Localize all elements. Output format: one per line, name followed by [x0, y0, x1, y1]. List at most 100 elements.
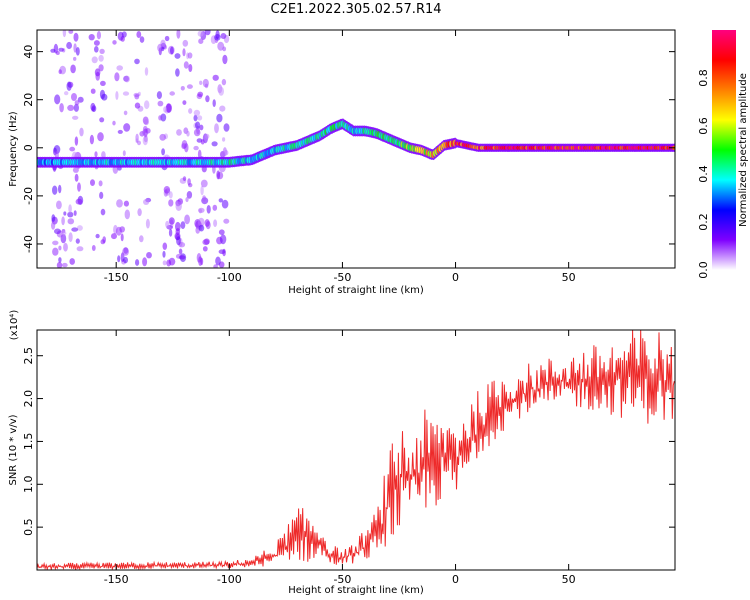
noise-speck: [176, 236, 181, 246]
noise-speck: [212, 74, 219, 81]
noise-speck: [63, 211, 67, 216]
noise-speck: [200, 185, 204, 196]
noise-speck: [134, 94, 140, 100]
noise-speck: [58, 245, 62, 251]
noise-speck: [222, 248, 226, 257]
noise-speck: [99, 117, 105, 123]
noise-speck: [204, 219, 210, 227]
noise-speck: [70, 64, 76, 74]
noise-speck: [159, 133, 166, 141]
noise-speck: [197, 217, 205, 227]
noise-speck: [195, 121, 201, 129]
snr-y-ticks: 0.5 1.0 1.5 2.0 2.5: [22, 347, 675, 536]
x-tick-label: 50: [562, 271, 576, 284]
chart-title: C2E1.2022.305.02.57.R14: [270, 2, 442, 17]
noise-speck: [198, 256, 203, 266]
x-tick-label: 50: [562, 573, 576, 586]
noise-speck: [222, 54, 228, 65]
noise-speck: [193, 114, 198, 122]
snr-frame: [36, 329, 676, 571]
x-tick-label: -100: [217, 573, 242, 586]
noise-speck: [76, 225, 83, 231]
noise-speck: [94, 46, 99, 53]
noise-speck: [123, 200, 129, 207]
noise-speck: [100, 208, 106, 216]
y-tick-label: 1.5: [22, 433, 35, 451]
noise-speck: [63, 91, 69, 96]
noise-speck: [176, 30, 181, 39]
noise-speck: [91, 245, 96, 251]
noise-speck: [211, 141, 218, 147]
noise-speck: [217, 41, 225, 51]
noise-speck: [135, 259, 140, 266]
snr-x-ticks: -150 -100 -50 0 50: [104, 330, 576, 586]
noise-speck: [202, 78, 209, 88]
noise-speck: [215, 30, 220, 39]
noise-speck: [137, 208, 142, 217]
noise-speck: [90, 179, 95, 187]
y-tick-label: 2.0: [22, 390, 35, 408]
noise-speck: [162, 250, 166, 258]
noise-speck: [98, 54, 104, 62]
noise-speck: [100, 80, 106, 86]
colorbar-tick-label: 0.0: [697, 261, 710, 279]
spectrogram-y-ticks: -40 -20 0 20 40: [22, 45, 675, 253]
noise-speck: [51, 214, 56, 223]
noise-speck: [123, 110, 128, 116]
noise-speck: [175, 228, 181, 235]
noise-speck: [122, 150, 126, 157]
noise-speck: [67, 211, 74, 218]
noise-speck: [216, 170, 221, 180]
noise-speck: [136, 31, 142, 38]
noise-speck: [74, 100, 80, 106]
noise-speck: [99, 48, 105, 55]
noise-speck: [197, 115, 203, 121]
noise-speck: [94, 68, 101, 77]
noise-speck: [122, 247, 129, 256]
noise-speck: [77, 182, 81, 192]
noise-speck: [68, 204, 72, 214]
noise-speck: [99, 191, 104, 199]
snr-x-axis-label: Height of straight line (km): [288, 585, 424, 596]
noise-speck: [197, 149, 202, 159]
noise-speck: [219, 234, 227, 245]
x-tick-label: -150: [104, 573, 129, 586]
noise-speck: [183, 61, 189, 69]
noise-speck: [180, 221, 186, 230]
noise-speck: [218, 198, 223, 203]
noise-speck: [200, 179, 208, 188]
y-tick-label: 40: [22, 45, 35, 59]
noise-speck: [199, 124, 204, 131]
noise-speck: [98, 64, 104, 72]
colorbar-tick-label: 0.6: [697, 117, 710, 135]
noise-speck: [170, 46, 174, 55]
noise-speck: [169, 91, 175, 96]
noise-speck: [198, 38, 204, 44]
spectrogram-y-axis-label: Frequency (Hz): [8, 111, 19, 187]
noise-speck: [223, 123, 230, 132]
noise-speck: [58, 69, 62, 75]
y-tick-label: 1.0: [22, 476, 35, 494]
y-tick-label: -20: [22, 187, 35, 205]
noise-speck: [213, 219, 218, 227]
noise-speck: [90, 88, 96, 94]
noise-speck: [102, 236, 106, 244]
noise-speck: [204, 30, 211, 36]
noise-speck: [166, 103, 172, 113]
noise-speck: [223, 149, 229, 156]
noise-speck: [158, 115, 163, 121]
noise-speck: [219, 105, 226, 112]
noise-speck: [114, 72, 120, 82]
noise-speck: [198, 207, 205, 213]
x-tick-label: -50: [333, 573, 351, 586]
noise-speck: [221, 78, 227, 86]
noise-speck: [199, 80, 203, 86]
noise-speck: [117, 255, 121, 263]
spectrogram-frame: [36, 29, 676, 269]
noise-speck: [58, 257, 62, 263]
noise-speck: [89, 134, 94, 145]
noise-speck: [61, 216, 65, 226]
noise-speck: [116, 199, 123, 208]
noise-speck: [143, 199, 150, 205]
noise-speck: [188, 183, 193, 188]
